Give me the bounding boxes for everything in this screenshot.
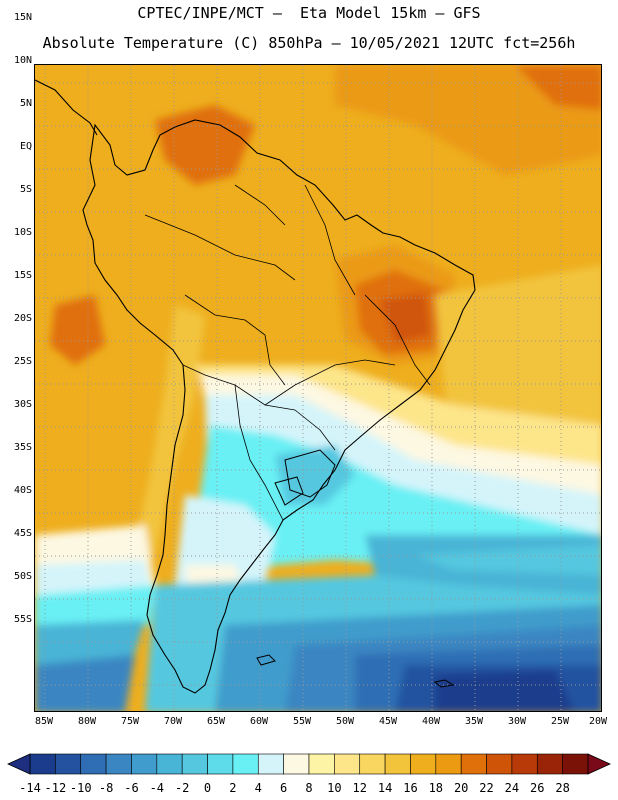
colorbar-label: 0 — [203, 781, 212, 795]
colorbar-cell — [359, 753, 386, 775]
colorbar-cell — [181, 753, 208, 775]
colorbar-cell — [435, 753, 462, 775]
colorbar-cell — [334, 753, 361, 775]
temperature-field — [35, 65, 601, 711]
south-georgia-outline — [433, 679, 455, 688]
colorbar-cell — [156, 753, 183, 775]
lon-label-25w: 25W — [550, 716, 570, 727]
chart-title-line2: Absolute Temperature (C) 850hPa – 10/05/… — [42, 34, 576, 52]
colorbar-cell — [257, 753, 284, 775]
colorbar-cell — [562, 753, 589, 775]
uruguay-outline — [284, 449, 336, 498]
lat-label-30s: 30S — [13, 399, 32, 410]
colorbar-over-arrow — [587, 753, 611, 775]
lon-label-35w: 35W — [464, 716, 484, 727]
colorbar — [7, 753, 611, 775]
lat-label-45s: 45S — [13, 528, 32, 539]
lon-label-40w: 40W — [421, 716, 441, 727]
la-plata-outline — [274, 476, 304, 506]
colorbar-cell — [207, 753, 234, 775]
colorbar-cell — [55, 753, 82, 775]
lat-label-40s: 40S — [13, 485, 32, 496]
colorbar-cell — [536, 753, 563, 775]
colorbar-label: 4 — [254, 781, 262, 795]
colorbar-label: -12 — [44, 781, 67, 795]
lat-label-50s: 50S — [13, 571, 32, 582]
lon-label-30w: 30W — [507, 716, 527, 727]
lat-label-5s: 5S — [19, 184, 32, 195]
colorbar-label: -10 — [69, 781, 92, 795]
colorbar-cell — [105, 753, 132, 775]
lon-label-75w: 75W — [120, 716, 140, 727]
colorbar-label: 18 — [428, 781, 444, 795]
colorbar-label: 2 — [229, 781, 237, 795]
colorbar-label: 16 — [403, 781, 418, 795]
colorbar-label: 22 — [479, 781, 494, 795]
colorbar-label: -4 — [149, 781, 165, 795]
colorbar-cell — [80, 753, 107, 775]
lat-label-25s: 25S — [13, 356, 32, 367]
colorbar-cell — [486, 753, 513, 775]
colorbar-label: -14 — [19, 781, 41, 795]
lon-label-45w: 45W — [378, 716, 398, 727]
colorbar-label: -6 — [124, 781, 139, 795]
central-america-coastline — [35, 79, 98, 136]
lat-label-10s: 10S — [13, 227, 32, 238]
colorbar-cell — [308, 753, 335, 775]
colorbar-cell — [410, 753, 437, 775]
colorbar-label: 6 — [280, 781, 288, 795]
colorbar-label: 8 — [305, 781, 313, 795]
lat-label-55s: 55S — [13, 614, 32, 625]
lon-label-50w: 50W — [335, 716, 355, 727]
lat-label-eq: EQ — [19, 141, 32, 152]
colorbar-cell — [232, 753, 259, 775]
colorbar-label: -2 — [174, 781, 190, 795]
lon-label-55w: 55W — [292, 716, 312, 727]
lon-label-80w: 80W — [77, 716, 97, 727]
temperature-map — [34, 64, 602, 712]
lon-label-70w: 70W — [163, 716, 183, 727]
chart-title-line1: CPTEC/INPE/MCT – Eta Model 15km – GFS — [137, 4, 481, 22]
colorbar-label: 12 — [352, 781, 367, 795]
colorbar-cell — [283, 753, 310, 775]
lat-label-15n: 15N — [13, 12, 32, 23]
colorbar-under-arrow — [7, 753, 31, 775]
colorbar-label: 14 — [377, 781, 393, 795]
lon-label-85w: 85W — [34, 716, 54, 727]
colorbar-cell — [384, 753, 411, 775]
colorbar-label: -8 — [98, 781, 114, 795]
colorbar-label: 10 — [327, 781, 342, 795]
colorbar-label: 28 — [555, 781, 570, 795]
falklands-outline — [256, 654, 276, 666]
lat-label-15s: 15S — [13, 270, 32, 281]
colorbar-cell — [460, 753, 487, 775]
colorbar-label: 24 — [504, 781, 520, 795]
colorbar-cell — [511, 753, 538, 775]
lat-label-5n: 5N — [19, 98, 32, 109]
graticule — [35, 65, 601, 711]
lat-label-20s: 20S — [13, 313, 32, 324]
colorbar-cell — [131, 753, 158, 775]
lat-label-35s: 35S — [13, 442, 32, 453]
lon-label-60w: 60W — [249, 716, 269, 727]
colorbar-cell — [29, 753, 56, 775]
lat-label-10n: 10N — [13, 55, 32, 66]
lon-label-20w: 20W — [588, 716, 608, 727]
country-borders — [144, 184, 431, 521]
colorbar-label: 26 — [530, 781, 545, 795]
colorbar-label: 20 — [453, 781, 469, 795]
temperature-shading — [35, 65, 601, 711]
lon-label-65w: 65W — [206, 716, 226, 727]
